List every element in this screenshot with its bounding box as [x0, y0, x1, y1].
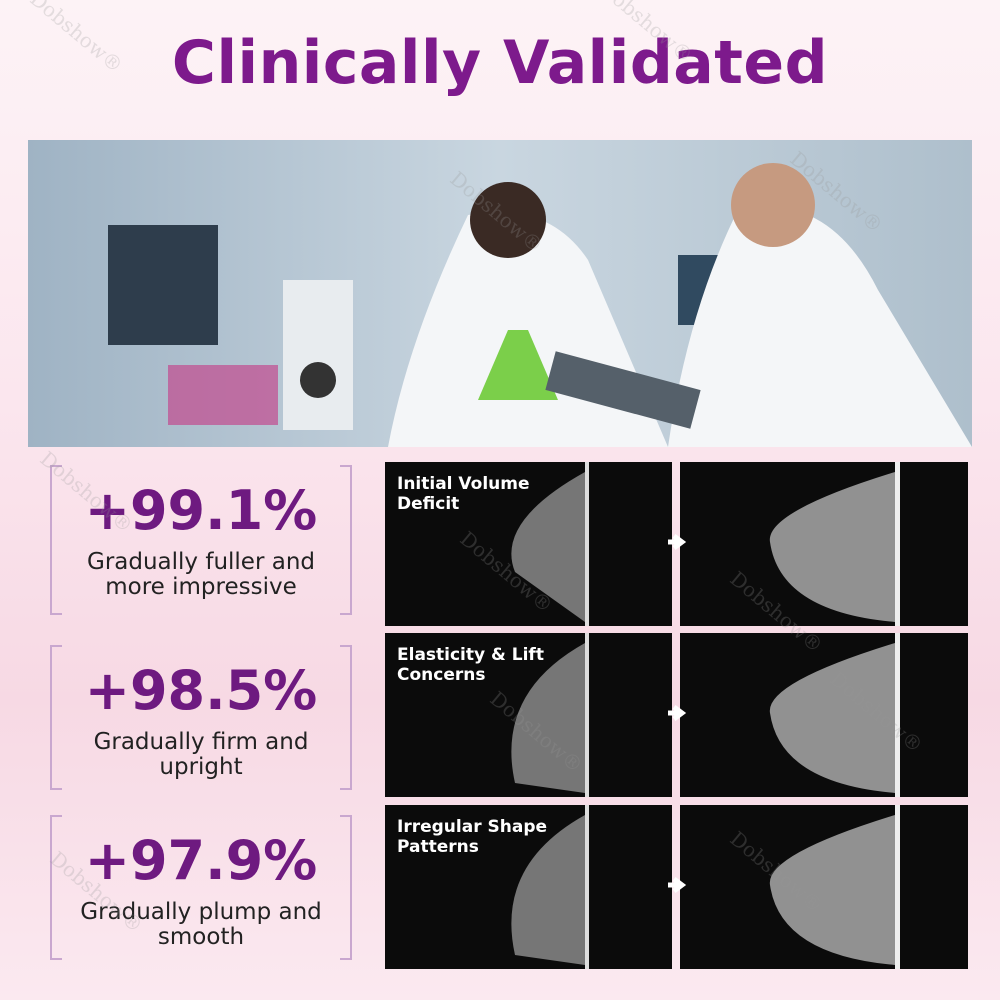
stat-card: +98.5% Gradually firm and upright [50, 645, 352, 790]
scan-label: Elasticity & Lift Concerns [397, 645, 544, 685]
stat-description: Gradually firm and upright [93, 729, 309, 780]
stat-card: +99.1% Gradually fuller and more impress… [50, 465, 352, 615]
scan-panel: Initial Volume Deficit [385, 462, 968, 626]
scan-label: Initial Volume Deficit [397, 474, 530, 514]
stat-value: +99.1% [84, 479, 318, 542]
stat-value: +98.5% [84, 659, 318, 722]
stat-description: Gradually fuller and more impressive [87, 549, 315, 600]
scan-panel: Irregular Shape Patterns [385, 805, 968, 969]
scan-images [385, 462, 968, 626]
stat-value: +97.9% [84, 829, 318, 892]
scan-label: Irregular Shape Patterns [397, 817, 548, 857]
lab-photo [28, 140, 972, 447]
scan-images [385, 805, 968, 969]
stat-card: +97.9% Gradually plump and smooth [50, 815, 352, 960]
scan-panel: Elasticity & Lift Concerns [385, 633, 968, 797]
stat-description: Gradually plump and smooth [80, 899, 322, 950]
scan-images [385, 633, 968, 797]
title: Clinically Validated [171, 28, 829, 98]
